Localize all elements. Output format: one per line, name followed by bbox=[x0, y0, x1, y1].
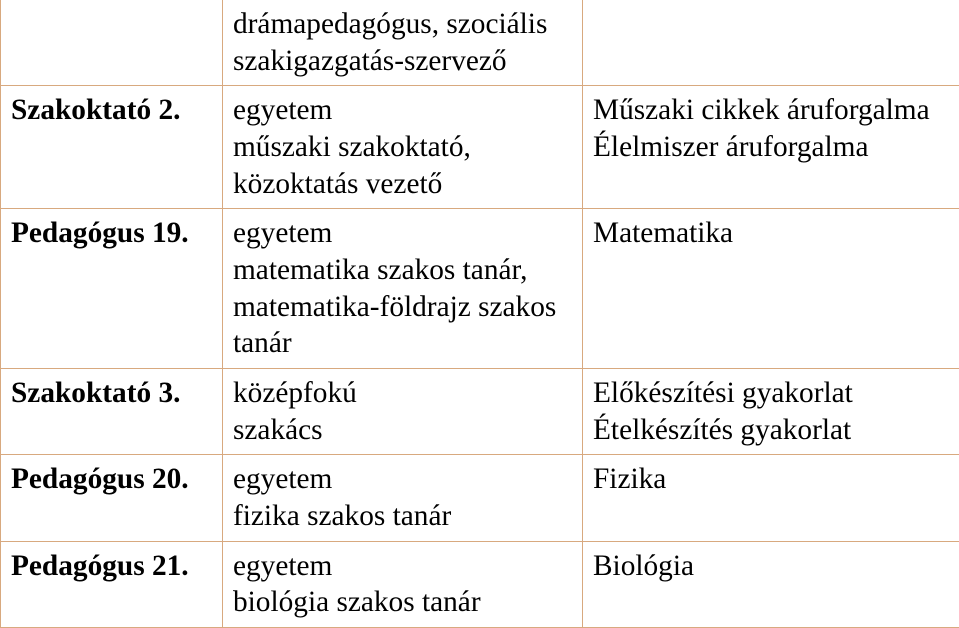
staff-table-body: drámapedagógus, szociális szakigazgatás-… bbox=[1, 0, 959, 627]
role-text: Szakoktató 2. bbox=[11, 94, 180, 126]
role-text: Pedagógus 21. bbox=[11, 550, 189, 582]
role-text: Pedagógus 19. bbox=[11, 217, 189, 249]
qualification-text: egyetem matematika szakos tanár, matemat… bbox=[233, 217, 564, 359]
table-row: Szakoktató 3. középfokú szakács Előkészí… bbox=[1, 368, 959, 454]
qualification-text: egyetem biológia szakos tanár bbox=[233, 550, 481, 619]
table-row: Pedagógus 19. egyetem matematika szakos … bbox=[1, 209, 959, 369]
qualification-text: középfokú szakács bbox=[233, 377, 357, 446]
role-text: Pedagógus 20. bbox=[11, 463, 189, 495]
table-row: drámapedagógus, szociális szakigazgatás-… bbox=[1, 0, 959, 86]
cell-subject: Biológia bbox=[583, 541, 959, 627]
subject-text: Matematika bbox=[593, 217, 733, 249]
cell-subject: Fizika bbox=[583, 455, 959, 541]
qualification-text: egyetem műszaki szakoktató, közoktatás v… bbox=[233, 94, 478, 199]
role-text: Szakoktató 3. bbox=[11, 377, 180, 409]
cell-subject: Műszaki cikkek áruforgalma Élelmiszer ár… bbox=[583, 86, 959, 209]
subject-text: Előkészítési gyakorlat Ételkészítés gyak… bbox=[593, 377, 860, 446]
cell-qualification: egyetem fizika szakos tanár bbox=[223, 455, 583, 541]
cell-subject bbox=[583, 0, 959, 86]
cell-subject: Matematika bbox=[583, 209, 959, 369]
cell-role bbox=[1, 0, 223, 86]
qualification-text: drámapedagógus, szociális szakigazgatás-… bbox=[233, 8, 555, 77]
table-row: Pedagógus 20. egyetem fizika szakos taná… bbox=[1, 455, 959, 541]
qualification-text: egyetem fizika szakos tanár bbox=[233, 463, 451, 532]
cell-subject: Előkészítési gyakorlat Ételkészítés gyak… bbox=[583, 368, 959, 454]
cell-role: Szakoktató 2. bbox=[1, 86, 223, 209]
cell-qualification: egyetem biológia szakos tanár bbox=[223, 541, 583, 627]
cell-qualification: egyetem műszaki szakoktató, közoktatás v… bbox=[223, 86, 583, 209]
staff-table: drámapedagógus, szociális szakigazgatás-… bbox=[0, 0, 959, 628]
cell-role: Pedagógus 20. bbox=[1, 455, 223, 541]
cell-qualification: egyetem matematika szakos tanár, matemat… bbox=[223, 209, 583, 369]
cell-qualification: középfokú szakács bbox=[223, 368, 583, 454]
subject-text: Műszaki cikkek áruforgalma Élelmiszer ár… bbox=[593, 94, 937, 163]
cell-role: Pedagógus 21. bbox=[1, 541, 223, 627]
subject-text: Biológia bbox=[593, 550, 694, 582]
table-row: Pedagógus 21. egyetem biológia szakos ta… bbox=[1, 541, 959, 627]
table-row: Szakoktató 2. egyetem műszaki szakoktató… bbox=[1, 86, 959, 209]
cell-role: Pedagógus 19. bbox=[1, 209, 223, 369]
cell-qualification: drámapedagógus, szociális szakigazgatás-… bbox=[223, 0, 583, 86]
cell-role: Szakoktató 3. bbox=[1, 368, 223, 454]
subject-text: Fizika bbox=[593, 463, 666, 495]
